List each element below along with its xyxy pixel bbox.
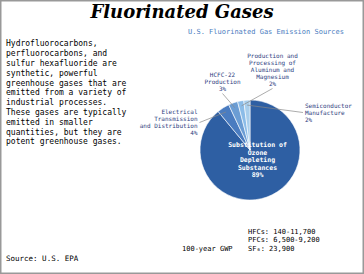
slice bbox=[200, 100, 300, 200]
leader-line bbox=[200, 112, 226, 122]
source: Source: U.S. EPA bbox=[6, 254, 79, 263]
leader-line bbox=[242, 89, 273, 106]
slice-label: HCFC-22Production3% bbox=[204, 71, 241, 92]
border bbox=[1, 1, 364, 274]
gwp-label: 100-year GWP bbox=[182, 245, 233, 253]
slice-label: ElectricalTransmissionand Distribution4% bbox=[140, 108, 198, 136]
title: Fluorinated Gases bbox=[89, 1, 273, 22]
chart: Fluorinated Gases U.S. Fluorinated Gas Em… bbox=[0, 0, 364, 274]
gwp-values: HFCs: 140-11,700PFCs: 6,500-9,200SF₆: 23… bbox=[248, 228, 320, 253]
slice-label: Substitution ofOzoneDepletingSubstances8… bbox=[228, 141, 287, 179]
slice-label: SemiconductorManufacture2% bbox=[305, 102, 352, 123]
leader-line bbox=[223, 94, 235, 108]
leader-line bbox=[247, 105, 303, 112]
pie bbox=[200, 100, 300, 200]
description: Hydrofluorocarbons,perfluorocarbons, and… bbox=[6, 39, 127, 146]
subtitle: U.S. Fluorinated Gas Emission Sources bbox=[188, 28, 344, 36]
slice-label: Production andProcessing ofAluminum andM… bbox=[247, 52, 298, 87]
